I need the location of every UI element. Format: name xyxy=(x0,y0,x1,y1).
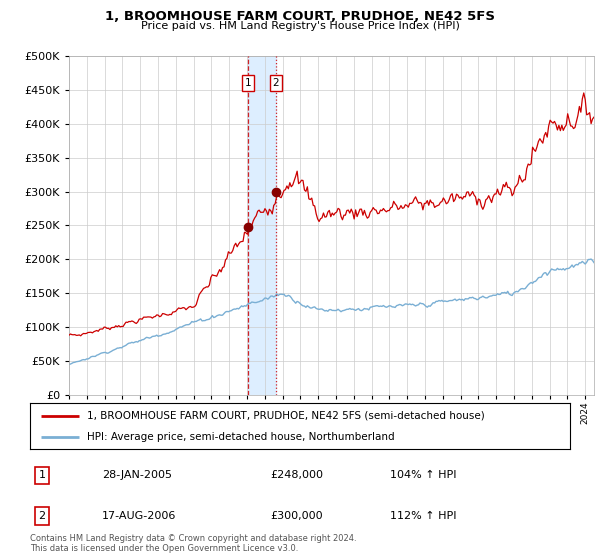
Text: 112% ↑ HPI: 112% ↑ HPI xyxy=(390,511,457,521)
Text: 1: 1 xyxy=(245,78,251,88)
Text: 2: 2 xyxy=(272,78,279,88)
Text: 104% ↑ HPI: 104% ↑ HPI xyxy=(390,470,457,480)
Bar xyxy=(248,56,276,395)
Text: 17-AUG-2006: 17-AUG-2006 xyxy=(102,511,176,521)
Text: £248,000: £248,000 xyxy=(270,470,323,480)
Text: 1: 1 xyxy=(38,470,46,480)
Text: £300,000: £300,000 xyxy=(270,511,323,521)
Text: HPI: Average price, semi-detached house, Northumberland: HPI: Average price, semi-detached house,… xyxy=(86,432,394,442)
Text: Contains HM Land Registry data © Crown copyright and database right 2024.
This d: Contains HM Land Registry data © Crown c… xyxy=(30,534,356,553)
Text: 28-JAN-2005: 28-JAN-2005 xyxy=(102,470,172,480)
Text: 1, BROOMHOUSE FARM COURT, PRUDHOE, NE42 5FS: 1, BROOMHOUSE FARM COURT, PRUDHOE, NE42 … xyxy=(105,10,495,23)
Text: Price paid vs. HM Land Registry's House Price Index (HPI): Price paid vs. HM Land Registry's House … xyxy=(140,21,460,31)
Text: 1, BROOMHOUSE FARM COURT, PRUDHOE, NE42 5FS (semi-detached house): 1, BROOMHOUSE FARM COURT, PRUDHOE, NE42 … xyxy=(86,410,484,421)
Text: 2: 2 xyxy=(38,511,46,521)
